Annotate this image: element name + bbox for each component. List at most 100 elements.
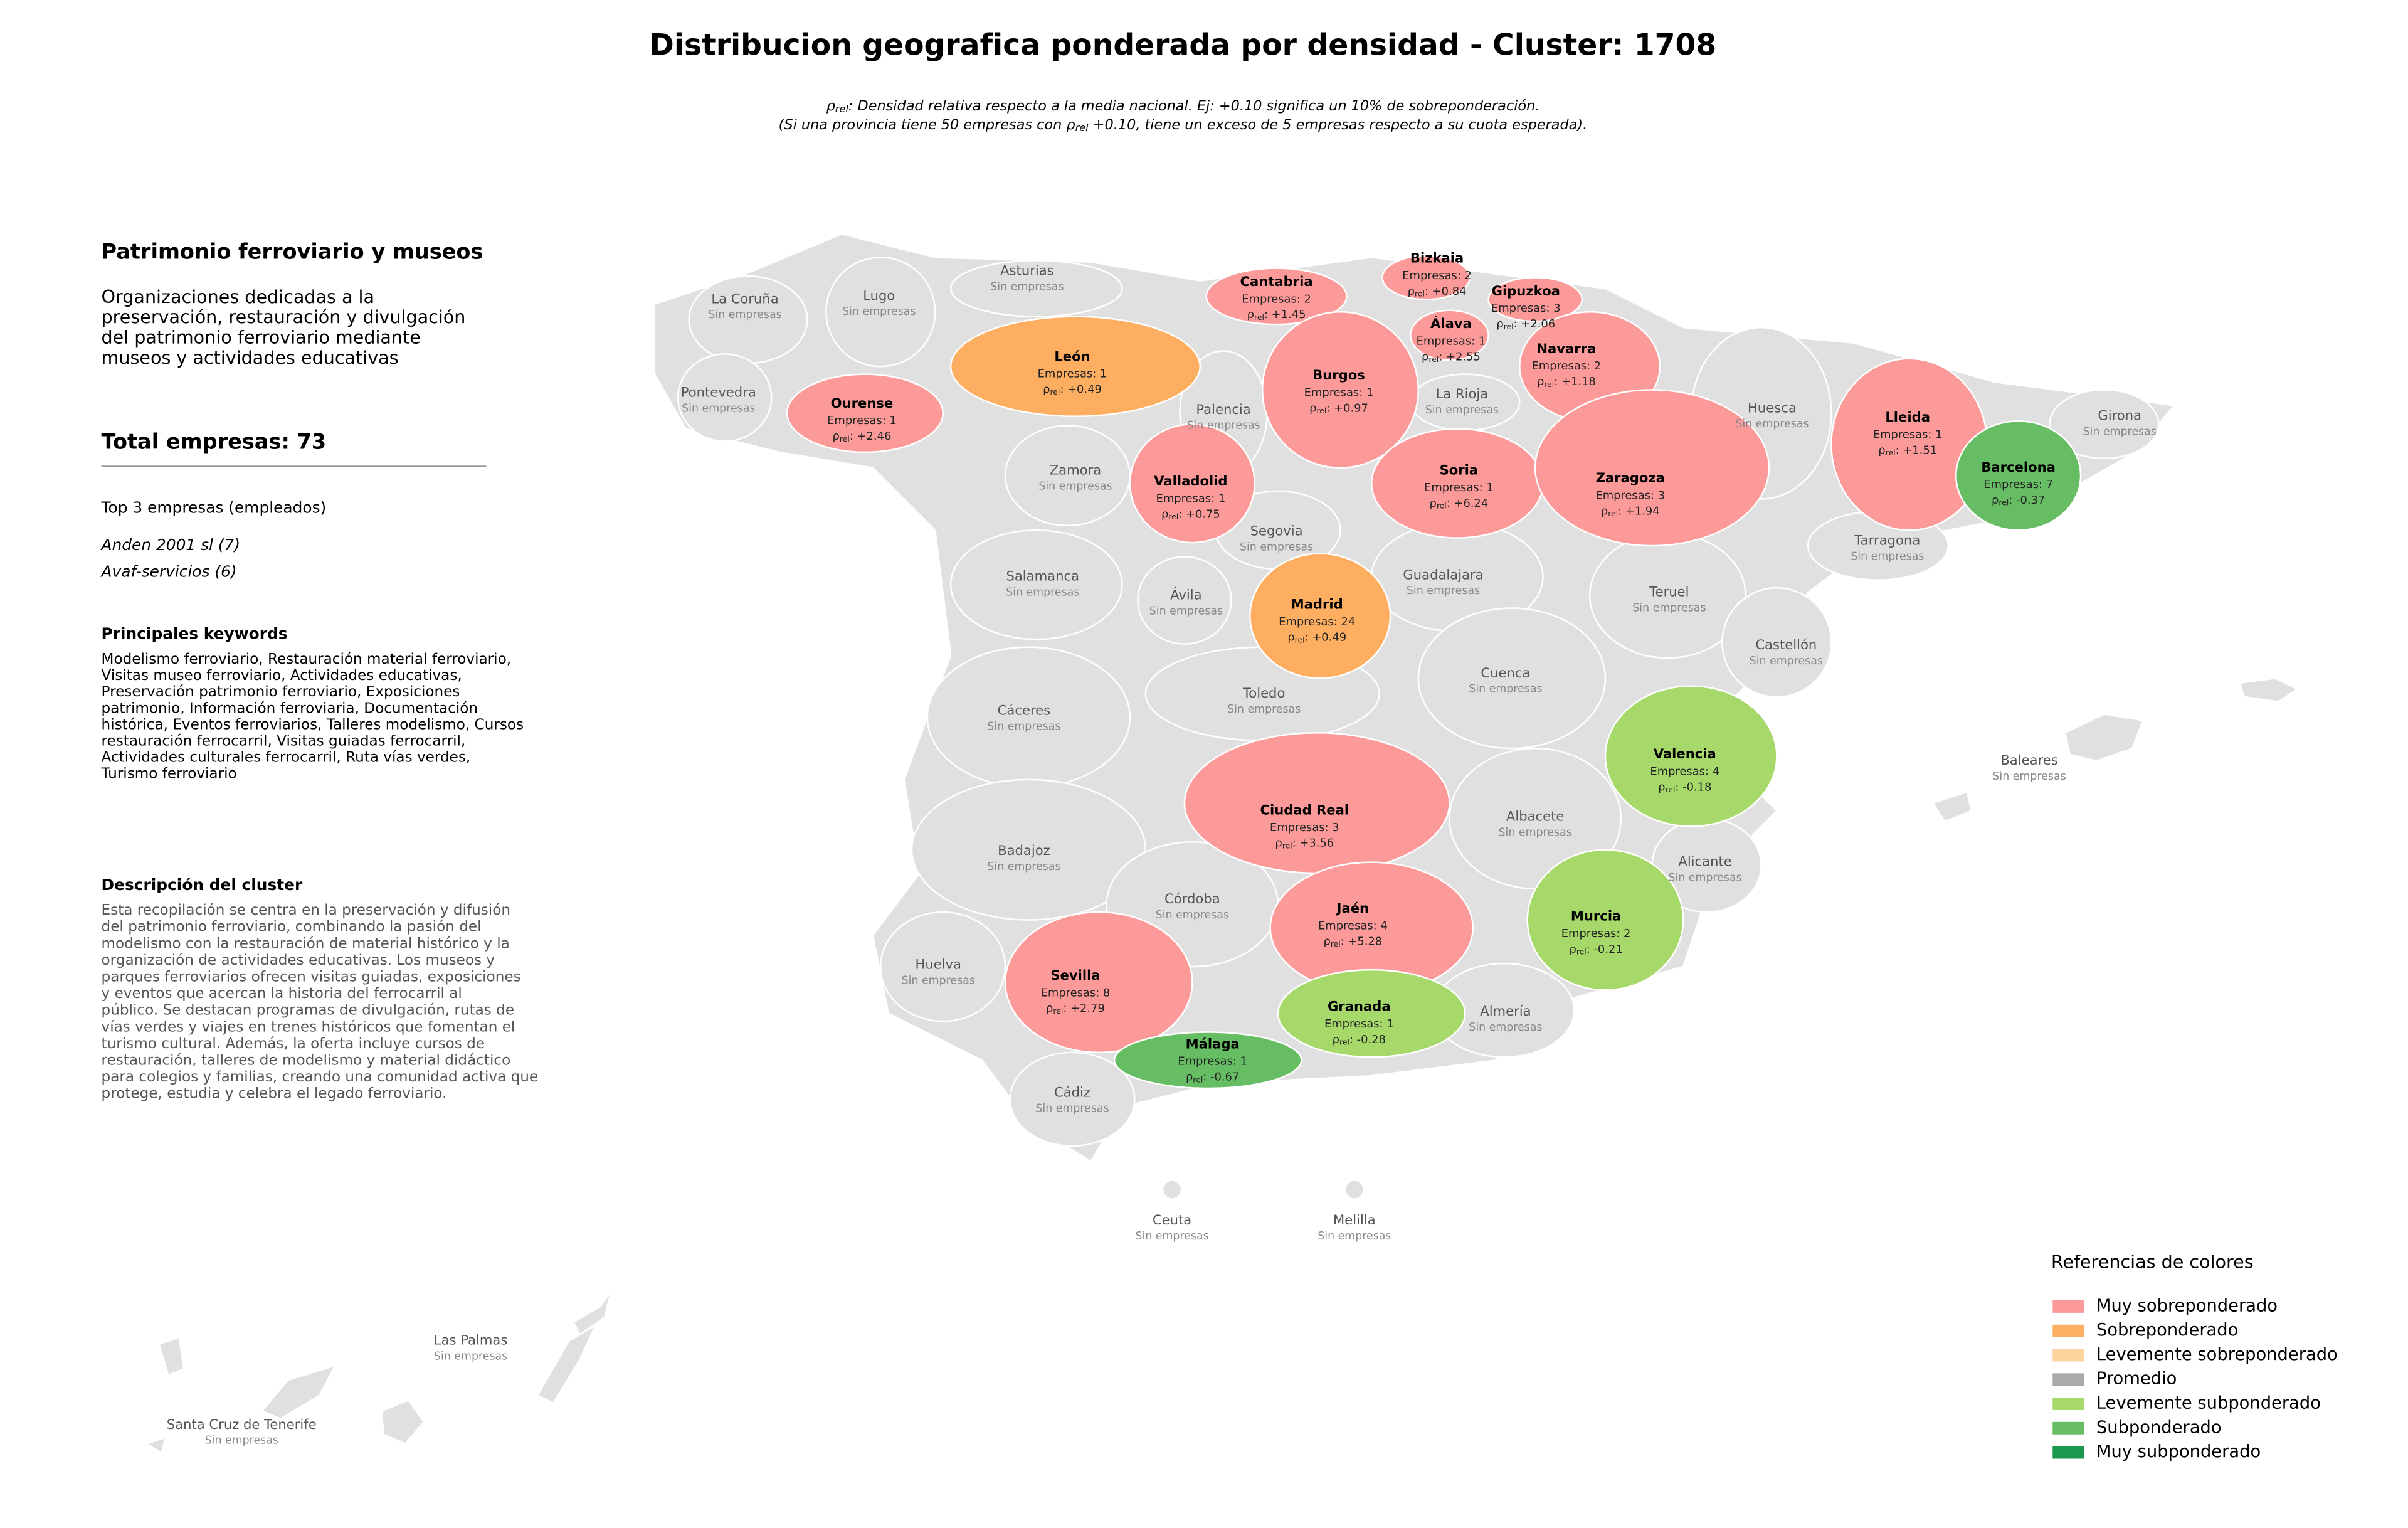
- cluster-description-line: restauración, talleres de modelismo y ma…: [102, 1052, 511, 1068]
- province-shape: [1009, 1051, 1136, 1147]
- province-density: ρrel: +0.49: [1043, 383, 1102, 396]
- province-shape: [1721, 586, 1832, 698]
- province-name: Huesca: [1748, 400, 1797, 415]
- no-data-label: Sin empresas: [434, 1350, 507, 1362]
- province-density: ρrel: +1.51: [1878, 443, 1937, 457]
- fuerteventura: [536, 1323, 598, 1404]
- note-text: : Densidad relativa respecto a la media …: [848, 98, 1539, 114]
- legend-label: Sobreponderado: [2096, 1320, 2238, 1340]
- density-value: +2.79: [1070, 1002, 1105, 1015]
- rho-symbol: ρ: [1878, 443, 1885, 457]
- title: Distribucion geografica ponderada por de…: [650, 28, 1717, 63]
- rho-separator: :: [1425, 285, 1432, 298]
- rho-separator: :: [1292, 837, 1300, 850]
- rho-symbol: ρ: [1992, 494, 1999, 507]
- cluster-description-line: modelismo con la restauración de materia…: [102, 935, 510, 952]
- rho-subscript: rel: [1282, 841, 1292, 850]
- province-density: ρrel: +1.94: [1601, 504, 1660, 517]
- province-name: La Rioja: [1436, 386, 1489, 401]
- no-data-label: Sin empresas: [1668, 871, 1741, 884]
- province-shape: [786, 373, 944, 454]
- rho-separator: :: [1675, 780, 1682, 793]
- rho-subscript: rel: [1168, 512, 1178, 521]
- density-value: +0.49: [1067, 383, 1102, 396]
- province-name: Sevilla: [1050, 967, 1100, 983]
- province-name: Murcia: [1571, 908, 1621, 924]
- note-text: (Si una provincia tiene 50 empresas con: [779, 116, 1067, 132]
- keywords-line: Modelismo ferroviario, Restauración mate…: [102, 651, 512, 667]
- rho-separator: :: [1326, 401, 1334, 415]
- province-shape: [1261, 310, 1419, 469]
- top-company: Avaf-servicios (6): [100, 562, 237, 580]
- province-companies: Empresas: 1: [1324, 1017, 1394, 1031]
- density-value: +0.84: [1432, 285, 1467, 298]
- province-density: ρrel: -0.18: [1658, 780, 1711, 793]
- province-shape: [1410, 309, 1489, 361]
- menorca: [2238, 677, 2300, 703]
- province-shape: [911, 778, 1147, 921]
- rho-symbol: ρ: [1601, 504, 1608, 517]
- province-shape: [949, 529, 1123, 640]
- rho-subscript: rel: [1608, 509, 1618, 518]
- rho-separator: :: [1341, 935, 1348, 948]
- rho-separator: :: [1063, 1002, 1070, 1015]
- province-companies: Empresas: 3: [1491, 302, 1561, 315]
- province-density: ρrel: -0.21: [1569, 943, 1622, 956]
- keywords-line: Actividades culturales ferrocarril, Ruta…: [102, 750, 471, 766]
- rho-subscript: rel: [1075, 121, 1089, 133]
- province-shape: [677, 353, 773, 442]
- province-name: Tarragona: [1854, 533, 1920, 548]
- cluster-description-line: del patrimonio ferroviario, combinando l…: [102, 919, 482, 935]
- rho-subscript: rel: [840, 433, 850, 443]
- no-data-label: Sin empresas: [1156, 909, 1229, 921]
- province-name: Granada: [1328, 999, 1391, 1014]
- rho-subscript: rel: [1437, 501, 1447, 510]
- rho-separator: :: [1305, 631, 1312, 644]
- no-data-label: Sin empresas: [1469, 683, 1542, 696]
- rho-subscript: rel: [1316, 406, 1326, 415]
- rho-subscript: rel: [1428, 354, 1439, 364]
- no-data-label: Sin empresas: [1750, 655, 1823, 667]
- province-companies: Empresas: 1: [1424, 481, 1494, 494]
- rho-separator: :: [1439, 350, 1446, 363]
- province-companies: Empresas: 1: [1873, 428, 1943, 442]
- no-data-label: Sin empresas: [2083, 426, 2157, 438]
- province-shape: [1526, 849, 1684, 991]
- province-name: Segovia: [1250, 523, 1303, 539]
- rho-subscript: rel: [1999, 497, 2009, 507]
- rho-symbol: ρ: [1066, 116, 1075, 132]
- rho-symbol: ρ: [1046, 1002, 1053, 1015]
- province-name: Pontevedra: [681, 384, 756, 400]
- rho-symbol: ρ: [1043, 383, 1050, 396]
- cluster-description-line: parques ferroviarios ofrecen visitas gui…: [102, 969, 521, 985]
- rho-subscript: rel: [1331, 939, 1341, 948]
- density-value: +0.75: [1186, 507, 1220, 521]
- no-data-label: Sin empresas: [1227, 703, 1301, 716]
- province-density: ρrel: +2.06: [1496, 317, 1555, 331]
- panel-description: museos y actividades educativas: [102, 347, 399, 368]
- province-name: Málaga: [1186, 1036, 1240, 1051]
- no-data-label: Sin empresas: [1006, 586, 1079, 599]
- rho-separator: :: [1554, 375, 1561, 388]
- province-density: ρrel: +0.97: [1309, 401, 1368, 415]
- gran-canaria: [381, 1399, 425, 1445]
- legend-label: Promedio: [2096, 1369, 2177, 1389]
- density-value: -0.21: [1593, 943, 1622, 956]
- panel-description: del patrimonio ferroviario mediante: [102, 326, 421, 348]
- province-name: Valencia: [1654, 746, 1716, 761]
- panel-heading: Patrimonio ferroviario y museos: [102, 239, 483, 263]
- rho-symbol: ρ: [1658, 780, 1665, 793]
- rho-separator: :: [2009, 494, 2016, 507]
- province-shape: [1487, 277, 1583, 322]
- province-shapes: [677, 255, 2160, 1200]
- rho-symbol: ρ: [1537, 375, 1544, 388]
- province-shape: [1417, 607, 1607, 750]
- cluster-description-line: Esta recopilación se centra en la preser…: [102, 902, 510, 918]
- province-name: Ciudad Real: [1260, 802, 1349, 818]
- province-density: ρrel: +0.75: [1161, 507, 1220, 521]
- cluster-description-line: protege, estudia y celebra el legado fer…: [102, 1086, 447, 1102]
- province-shape: [1381, 255, 1471, 300]
- province-companies: Empresas: 7: [1983, 478, 2053, 491]
- province-density: ρrel: +5.28: [1323, 935, 1382, 948]
